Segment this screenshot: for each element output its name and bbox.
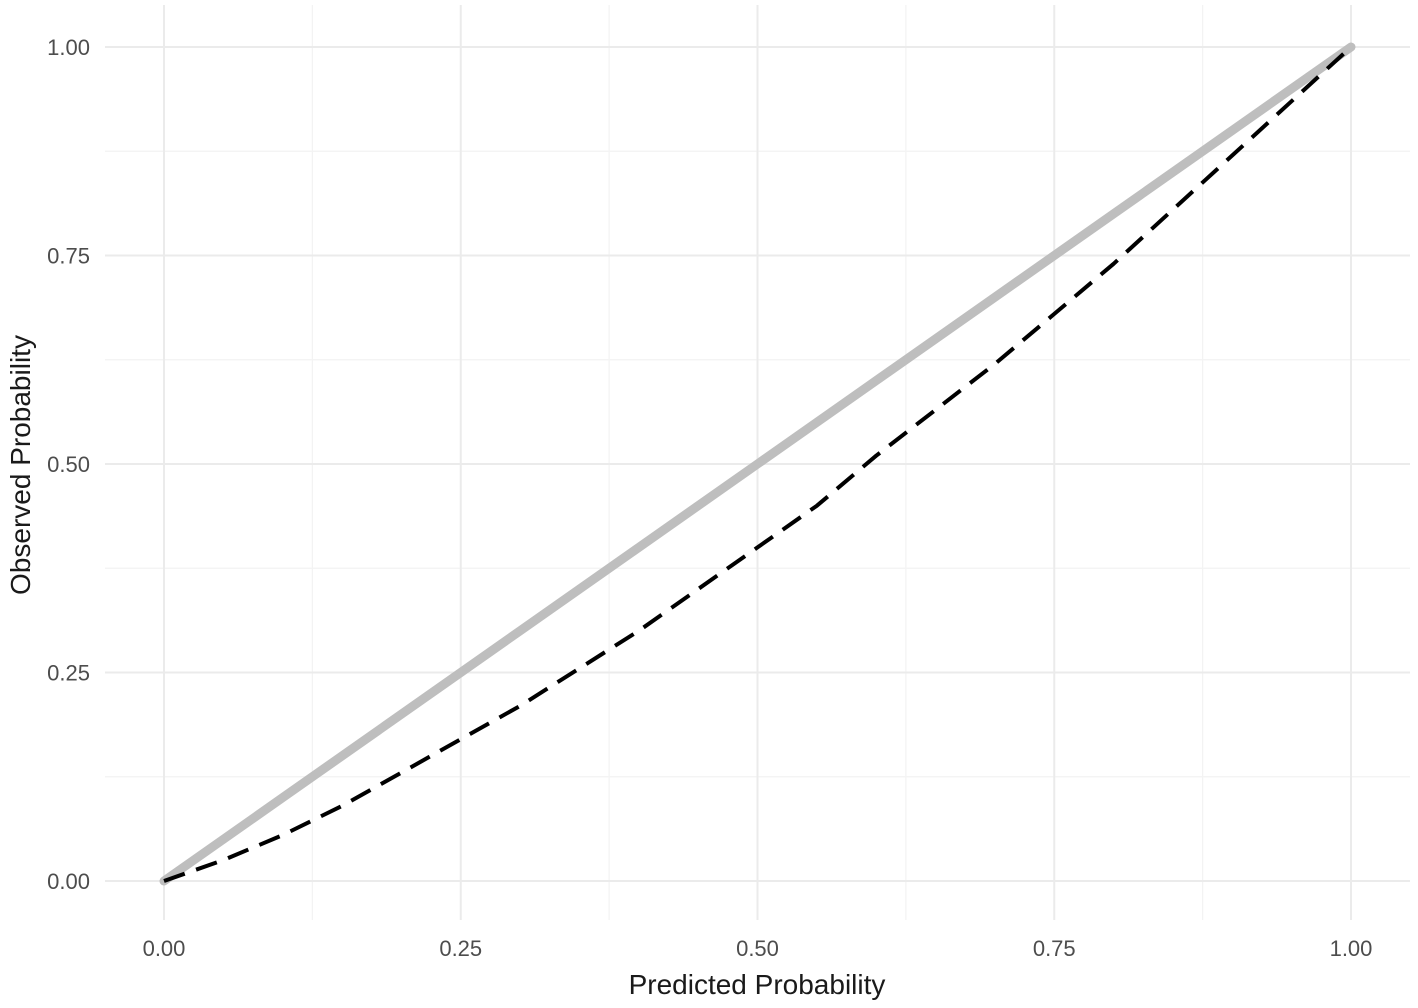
- x-tick-label: 0.50: [736, 936, 779, 961]
- x-axis-ticks: 0.00 0.25 0.50 0.75 1.00: [143, 936, 1373, 961]
- ideal-calibration-line: [159, 42, 1356, 886]
- y-axis-ticks: 0.00 0.25 0.50 0.75 1.00: [47, 35, 90, 894]
- series-layer: [159, 42, 1356, 886]
- y-tick-label: 0.75: [47, 244, 90, 269]
- x-tick-label: 0.75: [1033, 936, 1076, 961]
- x-tick-label: 0.00: [143, 936, 186, 961]
- x-axis-title: Predicted Probability: [629, 969, 886, 1000]
- y-tick-label: 1.00: [47, 35, 90, 60]
- observed-calibration-line: [163, 45, 1353, 883]
- x-tick-label: 0.25: [439, 936, 482, 961]
- y-tick-label: 0.50: [47, 452, 90, 477]
- x-tick-label: 1.00: [1330, 936, 1373, 961]
- y-tick-label: 0.25: [47, 661, 90, 686]
- y-axis-title: Observed Probability: [5, 335, 36, 595]
- grid: [105, 5, 1410, 920]
- y-tick-label: 0.00: [47, 869, 90, 894]
